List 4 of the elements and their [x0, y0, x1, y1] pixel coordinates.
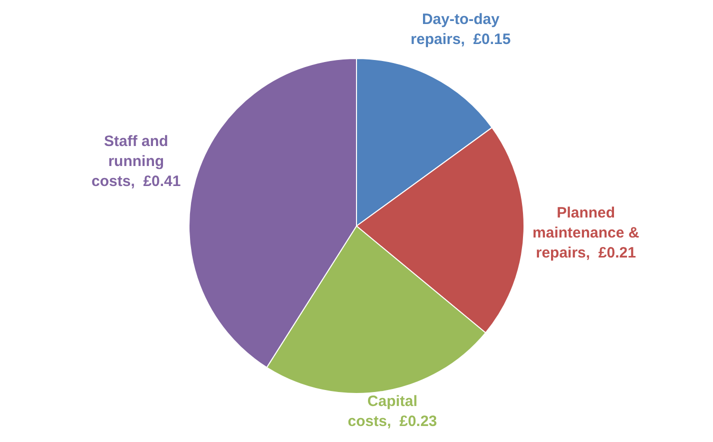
slice-label: Day-to-day repairs, £0.15 — [410, 11, 511, 48]
slice-label: Planned maintenance & repairs, £0.21 — [532, 204, 640, 262]
slice-label: Staff and running costs, £0.41 — [91, 133, 181, 190]
slice-label: Capital costs, £0.23 — [348, 393, 438, 430]
